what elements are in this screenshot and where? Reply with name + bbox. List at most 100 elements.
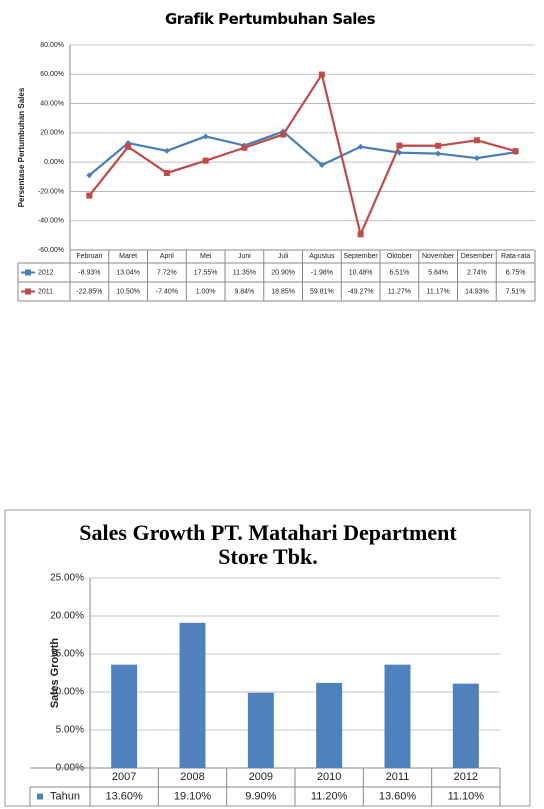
table-value: 9.84% (234, 288, 254, 295)
marker (163, 147, 170, 154)
line-series (88, 130, 516, 177)
y-tick-label: 20.00% (50, 611, 84, 622)
marker (86, 172, 93, 179)
bar (384, 664, 411, 768)
chart-title: Sales Growth PT. Matahari Department Sto… (79, 520, 457, 569)
bar (179, 622, 206, 768)
x-tick-label: Februari (76, 253, 103, 260)
legend-label: 2012 (38, 269, 54, 276)
marker (357, 143, 364, 150)
table-value: 11.35% (233, 269, 256, 276)
marker (435, 142, 442, 149)
y-tick-label: 80.00% (40, 42, 64, 49)
marker (318, 71, 325, 78)
y-tick-label: -20.00% (38, 188, 64, 195)
bar (452, 683, 479, 768)
legend-label: Tahun (50, 790, 80, 802)
marker (435, 150, 442, 157)
x-tick-label: 2009 (249, 771, 273, 783)
x-tick-label: Mei (200, 253, 212, 260)
table-value: 11.17% (427, 288, 450, 295)
x-tick-label: September (344, 253, 379, 260)
chart-frame (4, 509, 531, 807)
x-tick-label: Oktober (387, 253, 413, 260)
x-tick-label: Juni (238, 253, 251, 260)
marker (280, 131, 287, 138)
table-value: 5.84% (428, 269, 448, 276)
table-value: -49.27% (348, 288, 374, 295)
marker (512, 148, 519, 155)
table-value: -1.98% (311, 269, 333, 276)
bar (111, 664, 138, 768)
y-tick-label: 20.00% (40, 130, 64, 137)
marker (125, 143, 132, 150)
x-tick-label: 2011 (386, 771, 410, 783)
chart-title: Grafik Pertumbuhan Sales (164, 10, 376, 28)
table-value: 59.81% (310, 288, 334, 295)
line-series (88, 71, 516, 238)
table-value: 6.75% (506, 269, 526, 276)
legend-swatch (37, 793, 43, 800)
y-tick-label: 10.00% (50, 687, 84, 698)
x-tick-label: Agustus (309, 253, 335, 260)
marker (357, 231, 364, 238)
marker (241, 144, 248, 151)
table-value: -22.85% (76, 288, 102, 295)
x-tick-label: 2008 (180, 771, 204, 783)
y-axis-label: Persentase Pertumbuhan Sales (17, 87, 26, 207)
marker (163, 169, 170, 176)
y-tick-label: -60.00% (38, 247, 64, 254)
marker (318, 162, 325, 169)
x-tick-label: Desember (461, 253, 494, 260)
table-value: -8.93% (78, 269, 100, 276)
marker (473, 155, 480, 162)
table-value: -7.40% (156, 288, 178, 295)
legend-label: 2011 (38, 288, 53, 295)
x-tick-label: November (422, 253, 455, 260)
y-tick-label: 40.00% (40, 100, 64, 107)
table-value: 13.04% (116, 269, 140, 276)
y-tick-label: 5.00% (56, 725, 84, 736)
legend-swatch (25, 269, 31, 276)
table-value: 1.00% (196, 288, 216, 295)
table-value: 2.74% (467, 269, 487, 276)
table-value: 11.20% (311, 790, 348, 802)
marker (473, 137, 480, 144)
marker (86, 192, 93, 199)
y-tick-label: 25.00% (50, 573, 84, 584)
table-value: 9.90% (245, 790, 276, 802)
x-tick-label: 2010 (317, 771, 341, 783)
table-value: 13.60% (106, 790, 144, 802)
table-value: 11.10% (448, 790, 485, 802)
y-tick-label: 60.00% (40, 71, 64, 78)
table-value: 7.72% (157, 269, 177, 276)
table-value: 14.93% (465, 288, 489, 295)
table-value: 10.48% (349, 269, 373, 276)
y-tick-label: 0.00% (44, 159, 64, 166)
x-tick-label: Juli (278, 253, 289, 260)
marker (202, 133, 209, 140)
x-tick-label: 2012 (454, 771, 478, 783)
x-tick-label: April (160, 253, 174, 260)
bar (247, 692, 274, 768)
x-tick-label: Rata-rata (501, 253, 530, 260)
marker (202, 157, 209, 164)
table-value: 11.27% (388, 288, 411, 295)
table-value: 20.90% (271, 269, 295, 276)
table-value: 10.50% (116, 288, 140, 295)
legend-swatch (25, 288, 31, 295)
table-value: 17.55% (194, 269, 218, 276)
table-value: 13.60% (379, 790, 417, 802)
table-value: 19.10% (174, 790, 212, 802)
table-value: 6.51% (389, 269, 409, 276)
x-tick-label: Maret (119, 253, 137, 260)
table-value: 7.51% (506, 288, 526, 295)
table-value: 18.85% (271, 288, 295, 295)
y-tick-label: -40.00% (38, 218, 64, 225)
bar (316, 682, 343, 768)
y-axis-label: Sales Growth (49, 638, 61, 709)
marker (396, 142, 403, 149)
x-tick-label: 2007 (112, 771, 136, 783)
